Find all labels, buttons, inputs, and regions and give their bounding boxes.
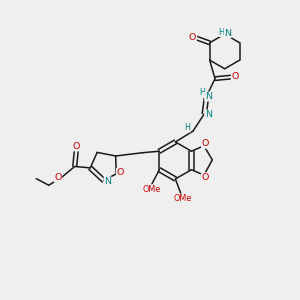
Text: H: H	[184, 123, 190, 132]
Text: O: O	[202, 139, 209, 148]
Text: O: O	[189, 33, 196, 42]
Text: O: O	[231, 72, 239, 81]
Text: OMe: OMe	[142, 185, 160, 194]
Text: H: H	[199, 88, 205, 98]
Text: O: O	[54, 173, 62, 182]
Text: O: O	[73, 142, 80, 151]
Text: N: N	[205, 110, 212, 119]
Text: OMe: OMe	[173, 194, 191, 203]
Text: H: H	[218, 28, 224, 37]
Text: N: N	[104, 177, 111, 186]
Text: O: O	[202, 173, 209, 182]
Text: O: O	[116, 169, 124, 178]
Text: N: N	[224, 29, 231, 38]
Text: N: N	[205, 92, 212, 101]
